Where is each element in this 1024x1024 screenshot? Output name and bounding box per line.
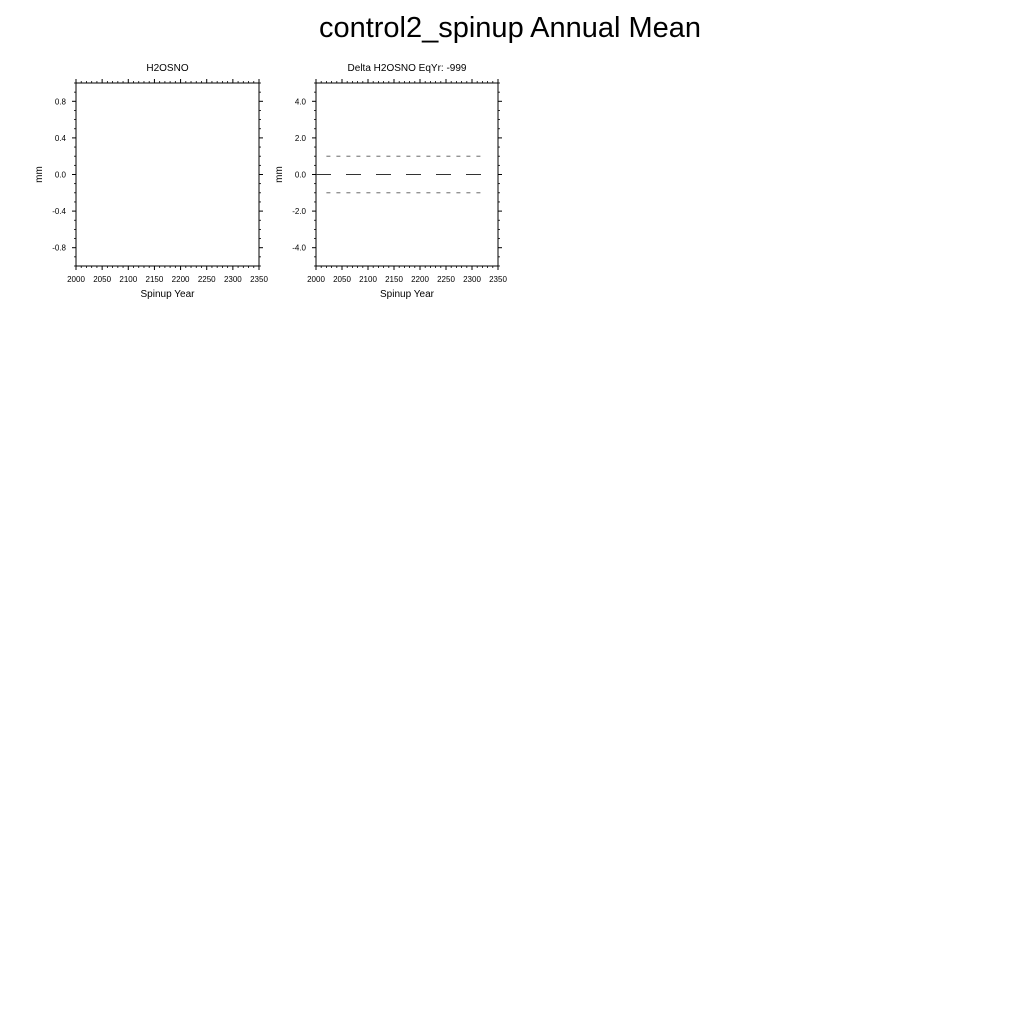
panel-2-ylabel: mm bbox=[274, 166, 285, 183]
panel-2-ytick-label: 4.0 bbox=[295, 97, 307, 106]
panel-2-ytick-label: 2.0 bbox=[295, 134, 307, 143]
panel-1-xtick-label: 2000 bbox=[67, 275, 85, 284]
panel-1-ytick-label: 0.0 bbox=[55, 171, 67, 180]
panel-2-xtick-label: 2250 bbox=[437, 275, 455, 284]
panel-2-ytick-label: -4.0 bbox=[292, 244, 306, 253]
panel-1-ytick-label: -0.4 bbox=[52, 207, 66, 216]
panel-1-ytick-label: 0.4 bbox=[55, 134, 67, 143]
panel-1-xtick-label: 2050 bbox=[93, 275, 111, 284]
panel-1-title: H2OSNO bbox=[146, 63, 188, 74]
panel-1-xtick-label: 2150 bbox=[146, 275, 164, 284]
panel-1-xtick-label: 2100 bbox=[119, 275, 137, 284]
panel-2-ytick-label: -2.0 bbox=[292, 207, 306, 216]
panel-2-xtick-label: 2050 bbox=[333, 275, 351, 284]
panel-2-xtick-label: 2350 bbox=[489, 275, 507, 284]
panel-2-ytick-label: 0.0 bbox=[295, 171, 307, 180]
panel-2-title: Delta H2OSNO EqYr: -999 bbox=[348, 63, 467, 74]
panel-2-xtick-label: 2100 bbox=[359, 275, 377, 284]
panel-1-ytick-label: -0.8 bbox=[52, 244, 66, 253]
panel-2-xtick-label: 2150 bbox=[385, 275, 403, 284]
main-title: control2_spinup Annual Mean bbox=[318, 12, 702, 44]
panel-1-ytick-label: 0.8 bbox=[55, 97, 67, 106]
panel-2-xtick-label: 2000 bbox=[307, 275, 325, 284]
panel-1-xtick-label: 2300 bbox=[224, 275, 242, 284]
panel-1-frame bbox=[75, 82, 260, 267]
panel-1-ylabel: mm bbox=[34, 166, 45, 183]
panel-1-xtick-label: 2350 bbox=[250, 275, 268, 284]
panel-2-xtick-label: 2300 bbox=[463, 275, 481, 284]
panel-2-xlabel: Spinup Year bbox=[380, 289, 435, 300]
panel-1-xtick-label: 2250 bbox=[198, 275, 216, 284]
panel-1-xlabel: Spinup Year bbox=[141, 289, 196, 300]
panel-1-xtick-label: 2200 bbox=[172, 275, 190, 284]
panel-2-xtick-label: 2200 bbox=[411, 275, 429, 284]
